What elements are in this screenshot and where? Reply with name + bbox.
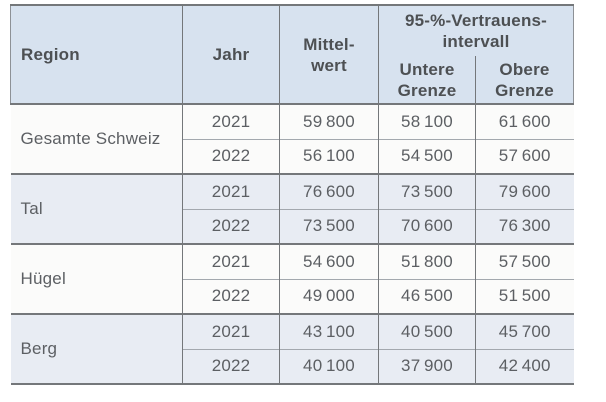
upper-bound-cell: 42 400: [475, 348, 574, 385]
year-cell: 2022: [182, 278, 280, 314]
upper-bound-cell: 57 500: [475, 243, 574, 279]
upper-bound-cell: 76 300: [475, 208, 574, 244]
year-cell: 2021: [182, 313, 280, 349]
mean-value-cell: 43 100: [279, 313, 379, 349]
col-header-confidence-interval: 95-%-Vertrauens- intervall: [378, 4, 574, 56]
mean-value-cell: 49 000: [279, 278, 379, 314]
col-header-mittelwert: Mittel- wert: [279, 4, 379, 105]
upper-bound-cell: 57 600: [475, 138, 574, 174]
col-header-obere-grenze: Obere Grenze: [475, 56, 574, 105]
region-cell: Berg: [10, 313, 183, 385]
year-cell: 2021: [182, 103, 280, 139]
table-row: Tal 2021 76 600 73 500 79 600: [10, 173, 574, 244]
lower-bound-cell: 46 500: [378, 278, 476, 314]
year-cell: 2022: [182, 208, 280, 244]
mean-value-cell: 73 500: [279, 208, 379, 244]
upper-bound-cell: 51 500: [475, 278, 574, 314]
year-cell: 2022: [182, 348, 280, 385]
region-cell: Gesamte Schweiz: [10, 103, 183, 174]
table-row: 2022 40 100 37 900 42 400: [11, 348, 574, 385]
col-header-untere-grenze: Untere Grenze: [378, 56, 476, 105]
mean-value-cell: 56 100: [279, 138, 379, 174]
mean-value-cell: 40 100: [279, 348, 379, 385]
lower-bound-cell: 54 500: [378, 138, 476, 174]
lower-bound-cell: 58 100: [378, 103, 476, 139]
year-cell: 2022: [182, 138, 280, 174]
mean-value-cell: 54 600: [279, 243, 379, 279]
region-cell: Hügel: [10, 243, 183, 314]
confidence-interval-table: Region Jahr Mittel- wert 95-%-Vertrauens…: [10, 4, 574, 385]
table-header: Region Jahr Mittel- wert 95-%-Vertrauens…: [10, 4, 574, 105]
table-row: 2022 56 100 54 500 57 600: [11, 138, 574, 174]
col-header-region: Region: [10, 4, 183, 105]
lower-bound-cell: 70 600: [378, 208, 476, 244]
upper-bound-cell: 61 600: [475, 103, 574, 139]
lower-bound-cell: 51 800: [378, 243, 476, 279]
year-cell: 2021: [182, 173, 280, 209]
mean-value-cell: 59 800: [279, 103, 379, 139]
mean-value-cell: 76 600: [279, 173, 379, 209]
table-row: Berg 2021 43 100 40 500 45 700: [10, 313, 574, 385]
table-body: Gesamte Schweiz 2021 59 800 58 100 61 60…: [10, 103, 574, 385]
table-row: 2022 73 500 70 600 76 300: [11, 208, 574, 244]
lower-bound-cell: 73 500: [378, 173, 476, 209]
col-header-jahr: Jahr: [182, 4, 280, 105]
year-cell: 2021: [182, 243, 280, 279]
table-row: 2022 49 000 46 500 51 500: [11, 278, 574, 314]
upper-bound-cell: 79 600: [475, 173, 574, 209]
table-row: Hügel 2021 54 600 51 800 57 500: [10, 243, 574, 314]
upper-bound-cell: 45 700: [475, 313, 574, 349]
region-cell: Tal: [10, 173, 183, 244]
lower-bound-cell: 40 500: [378, 313, 476, 349]
lower-bound-cell: 37 900: [378, 348, 476, 385]
table-row: Gesamte Schweiz 2021 59 800 58 100 61 60…: [10, 103, 574, 174]
